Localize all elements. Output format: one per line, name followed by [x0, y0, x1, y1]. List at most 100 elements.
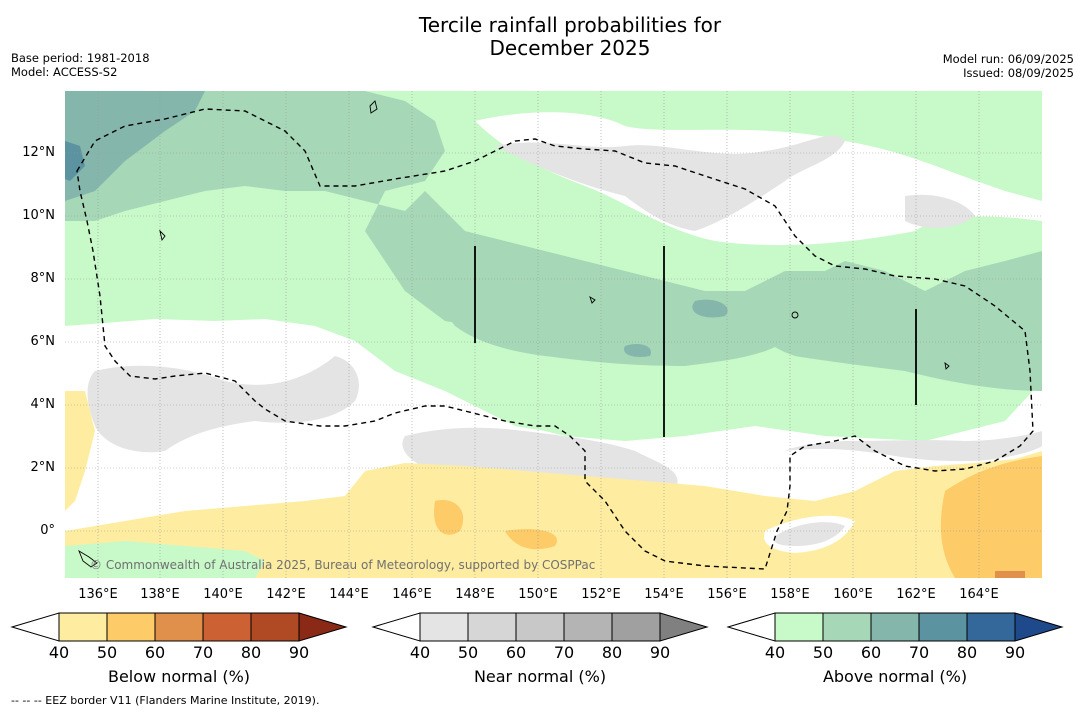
lon-tick: 162°E — [896, 587, 936, 602]
above-sw-patch — [65, 541, 265, 578]
cb-above-tick: 70 — [908, 643, 930, 662]
white-sw — [65, 323, 1042, 501]
lon-tick: 154°E — [644, 587, 684, 602]
meta-right: Model run: 06/09/2025 Issued: 08/09/2025 — [943, 52, 1074, 80]
near-east-grey — [785, 431, 1042, 462]
cb-near-tick: 40 — [409, 643, 431, 662]
cb-above-80 — [918, 612, 968, 642]
near-sw-grey — [87, 356, 359, 453]
above-normal-label: Above normal (%) — [822, 667, 968, 686]
cb-above-70 — [870, 612, 920, 642]
above-70-center — [692, 299, 728, 318]
below-60-south — [505, 529, 557, 550]
model-name: Model: ACCESS-S2 — [11, 65, 118, 79]
below-60-east — [940, 456, 1042, 578]
above-60-central — [439, 258, 785, 366]
issued-date: Issued: 08/09/2025 — [963, 66, 1074, 80]
meta-left: Base period: 1981-2018 Model: ACCESS-S2 — [11, 51, 150, 79]
above-60-region — [65, 91, 1042, 376]
below-normal-label: Below normal (%) — [107, 667, 251, 686]
eez-borders — [76, 108, 1034, 570]
near-normal-label: Near normal (%) — [473, 667, 607, 686]
cb-above-tick: 40 — [764, 643, 786, 662]
above-80-nw — [65, 141, 85, 181]
lon-tick: 146°E — [392, 587, 432, 602]
base-period: Base period: 1981-2018 — [11, 51, 150, 65]
cb-below-tick: 80 — [240, 643, 262, 662]
cb-above-extend-high — [1014, 612, 1064, 642]
cb-near-70 — [515, 612, 565, 642]
cb-above-60 — [822, 612, 872, 642]
lon-tick: 164°E — [959, 587, 999, 602]
cb-near-tick: 90 — [649, 643, 671, 662]
lat-tick: 2°N — [30, 460, 56, 475]
colorbar-above-normal — [726, 612, 1064, 642]
cb-below-60 — [106, 612, 156, 642]
title-line-2: December 2025 — [489, 36, 651, 60]
lat-tick: 8°N — [30, 271, 56, 286]
lon-tick: 160°E — [833, 587, 873, 602]
cb-below-extend-low — [10, 612, 60, 642]
title-line-1: Tercile rainfall probabilities for — [418, 13, 722, 37]
cb-below-tick: 90 — [288, 643, 310, 662]
cb-near-tick: 80 — [601, 643, 623, 662]
probability-map — [65, 91, 1042, 578]
cb-above-tick: 90 — [1004, 643, 1026, 662]
near-north-grey — [495, 135, 845, 231]
cb-below-80 — [202, 612, 252, 642]
near-ne-grey — [905, 194, 975, 228]
cb-near-60 — [467, 612, 517, 642]
lat-tick: 6°N — [30, 334, 56, 349]
cb-above-extend-low — [726, 612, 776, 642]
colorbar-below-normal — [10, 612, 348, 642]
below-60-sw — [434, 500, 464, 535]
islands — [78, 100, 950, 568]
lon-tick: 142°E — [266, 587, 306, 602]
lat-tick: 12°N — [22, 145, 55, 160]
cb-above-tick: 50 — [812, 643, 834, 662]
cb-near-tick: 50 — [457, 643, 479, 662]
lon-tick: 144°E — [329, 587, 369, 602]
cb-above-tick: 80 — [956, 643, 978, 662]
cb-near-extend-low — [371, 612, 421, 642]
cb-near-80 — [563, 612, 613, 642]
cb-below-50 — [58, 612, 108, 642]
near-south-patch — [773, 522, 845, 546]
lon-tick: 156°E — [707, 587, 747, 602]
above-70-nw — [65, 91, 205, 201]
below-50-south — [65, 391, 95, 511]
lat-tick: 10°N — [22, 208, 55, 223]
cb-below-extend-high — [298, 612, 348, 642]
lon-tick: 138°E — [140, 587, 180, 602]
lon-tick: 136°E — [78, 587, 118, 602]
map-svg — [65, 91, 1042, 578]
colorbar-near-normal — [371, 612, 709, 642]
colorbars-svg — [10, 612, 1064, 642]
cb-near-90 — [611, 612, 661, 642]
cb-below-tick: 70 — [192, 643, 214, 662]
cb-near-tick: 70 — [553, 643, 575, 662]
lat-tick: 0° — [40, 523, 55, 538]
solid-boundaries — [474, 246, 917, 437]
cb-below-90 — [250, 612, 300, 642]
below-70-spot — [995, 571, 1025, 578]
cb-below-tick: 50 — [96, 643, 118, 662]
lon-tick: 158°E — [770, 587, 810, 602]
lon-tick: 150°E — [518, 587, 558, 602]
gridlines — [65, 91, 1042, 578]
cb-below-70 — [154, 612, 204, 642]
lon-tick: 152°E — [581, 587, 621, 602]
cb-near-extend-high — [659, 612, 709, 642]
above-70-spot — [624, 344, 651, 357]
lat-tick: 4°N — [30, 397, 56, 412]
copyright-notice: © Commonwealth of Australia 2025, Bureau… — [90, 558, 596, 572]
above-60-east — [761, 315, 1042, 391]
cb-below-tick: 60 — [144, 643, 166, 662]
cb-above-90 — [966, 612, 1016, 642]
cb-near-50 — [419, 612, 469, 642]
eez-footnote: -- -- -- EEZ border V11 (Flanders Marine… — [11, 694, 320, 707]
model-run: Model run: 06/09/2025 — [942, 52, 1074, 66]
map-title: Tercile rainfall probabilities for Decem… — [0, 14, 1085, 60]
cb-below-tick: 40 — [48, 643, 70, 662]
lon-tick: 148°E — [455, 587, 495, 602]
